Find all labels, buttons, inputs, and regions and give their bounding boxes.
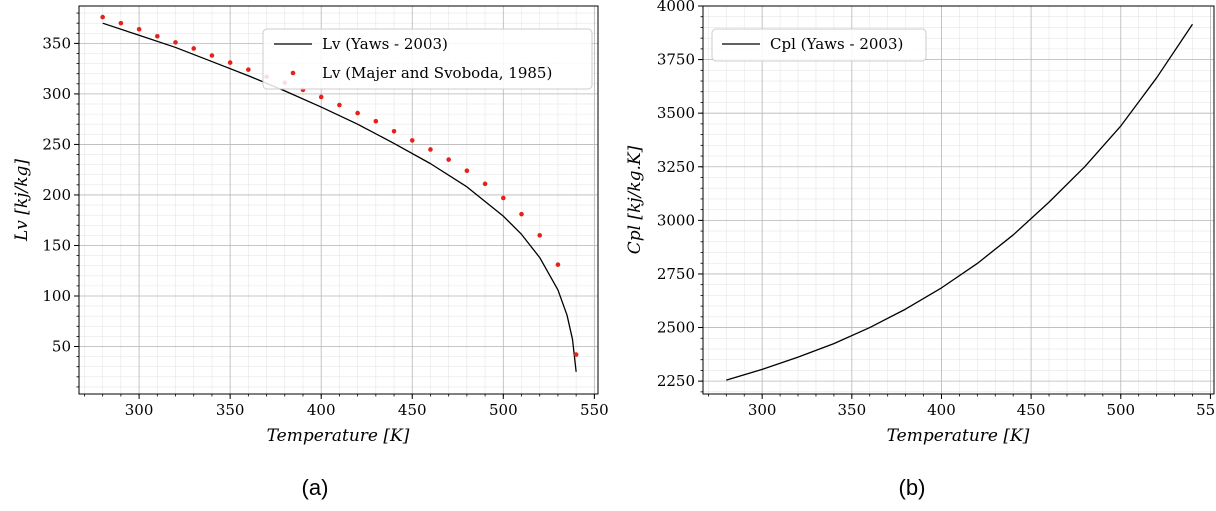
panel-a-data-point bbox=[227, 60, 233, 65]
panel-a-x-tick-label: 500 bbox=[489, 401, 518, 419]
panel-a-legend-box bbox=[262, 28, 593, 90]
panel-b-grid bbox=[703, 5, 1214, 394]
panel-a-y-tick-label: 350 bbox=[42, 34, 71, 52]
panel-a-data-point bbox=[501, 195, 506, 201]
panel-b-marks bbox=[726, 23, 1194, 381]
panel-b-x-tick-label: 500 bbox=[1106, 401, 1135, 419]
panel-a-legend-entry-majer: Lv (Majer and Svoboda, 1985) bbox=[322, 64, 552, 82]
panel-b-y-tick-label: 2250 bbox=[657, 372, 695, 390]
panel-a: 300 350 400 450 500 550 50 100 150 200 250 300 350 T… bbox=[12, 5, 609, 500]
panel-a-data-point bbox=[391, 128, 397, 134]
panel-b-x-tick-label: 400 bbox=[927, 401, 956, 419]
panel-b-x-axis-label: Temperature [K] bbox=[887, 426, 1030, 446]
panel-a-y-tick-label: 200 bbox=[42, 186, 71, 204]
panel-a-data-point bbox=[446, 157, 451, 162]
panel-a-legend: Lv (Yaws - 2003) Lv (Majer and Svoboda, … bbox=[262, 28, 593, 90]
panel-a-y-tick-label: 150 bbox=[42, 236, 71, 254]
panel-a-data-point bbox=[482, 181, 488, 187]
panel-b: 300 350 400 450 500 550 2250 2500 2750 3000 3250 35… bbox=[625, 0, 1216, 500]
panel-b-x-tick-label: 300 bbox=[748, 401, 777, 419]
panel-a-data-point bbox=[209, 53, 215, 58]
panel-b-legend: Cpl (Yaws - 2003) bbox=[711, 28, 927, 62]
panel-a-legend-dot-swatch bbox=[290, 70, 296, 76]
panel-a-data-point bbox=[136, 26, 142, 32]
panel-a-data-point bbox=[355, 110, 360, 116]
panel-b-y-tick-label: 4000 bbox=[657, 0, 695, 15]
panel-a-data-point bbox=[246, 67, 251, 72]
panel-b-x-tick-label: 550 bbox=[1196, 401, 1216, 419]
panel-a-legend-entry-yaws: Lv (Yaws - 2003) bbox=[322, 35, 448, 53]
panel-b-y-tick-label: 3000 bbox=[657, 211, 695, 229]
panel-a-data-point bbox=[428, 147, 433, 152]
panel-a-marks bbox=[100, 14, 579, 372]
panel-a-x-tick-label: 550 bbox=[580, 401, 609, 419]
panel-b-ticks: 300 350 400 450 500 550 2250 2500 2750 3000 3250 35… bbox=[657, 0, 1216, 419]
panel-b-x-tick-label: 450 bbox=[1017, 401, 1046, 419]
panel-a-data-point bbox=[100, 14, 105, 20]
panel-b-y-tick-label: 2500 bbox=[657, 319, 695, 337]
panel-a-series-line-0 bbox=[102, 22, 577, 372]
panel-a-data-point bbox=[155, 34, 160, 39]
panel-b-y-tick-label: 3250 bbox=[657, 158, 695, 176]
panel-a-data-point bbox=[373, 118, 379, 124]
panel-b-y-tick-label: 3500 bbox=[657, 104, 695, 122]
panel-a-y-axis-label: Lv [kj/kg] bbox=[12, 159, 32, 242]
panel-b-legend-entry-yaws: Cpl (Yaws - 2003) bbox=[770, 35, 903, 53]
panel-a-y-tick-label: 300 bbox=[42, 85, 71, 103]
panel-a-data-point bbox=[409, 138, 415, 143]
panel-a-data-point bbox=[519, 211, 524, 217]
panel-a-data-point bbox=[118, 20, 124, 26]
panel-b-y-tick-label: 2750 bbox=[657, 265, 695, 283]
panel-a-data-point bbox=[318, 94, 324, 100]
panel-a-data-point bbox=[464, 168, 470, 173]
panel-b-legend-box bbox=[711, 28, 927, 62]
panel-b-x-tick-label: 350 bbox=[837, 401, 866, 419]
panel-b-y-tick-label: 3750 bbox=[657, 51, 695, 69]
panel-a-caption: (a) bbox=[302, 475, 329, 500]
panel-a-x-axis-label: Temperature [K] bbox=[267, 426, 410, 446]
panel-a-data-point bbox=[337, 102, 342, 108]
panel-a-x-tick-label: 400 bbox=[307, 401, 336, 419]
panel-b-series-line-0 bbox=[726, 23, 1194, 381]
panel-a-y-tick-label: 250 bbox=[42, 135, 71, 153]
panel-a-plot-frame bbox=[78, 5, 599, 395]
panel-b-caption: (b) bbox=[899, 475, 926, 500]
panel-a-y-tick-label: 100 bbox=[42, 287, 71, 305]
panel-a-data-point bbox=[173, 40, 178, 45]
panel-a-x-tick-label: 450 bbox=[398, 401, 427, 419]
panel-a-x-tick-label: 350 bbox=[216, 401, 245, 419]
panel-a-x-tick-label: 300 bbox=[125, 401, 154, 419]
panel-b-y-axis-label: Cpl [kj/kg.K] bbox=[625, 145, 645, 254]
panel-a-data-point bbox=[191, 46, 197, 51]
panel-a-y-tick-label: 50 bbox=[52, 338, 71, 356]
panel-a-data-point bbox=[555, 262, 561, 267]
panel-a-data-point bbox=[573, 352, 579, 357]
panel-b-plot-frame bbox=[702, 5, 1215, 395]
panel-a-data-point bbox=[537, 233, 543, 238]
